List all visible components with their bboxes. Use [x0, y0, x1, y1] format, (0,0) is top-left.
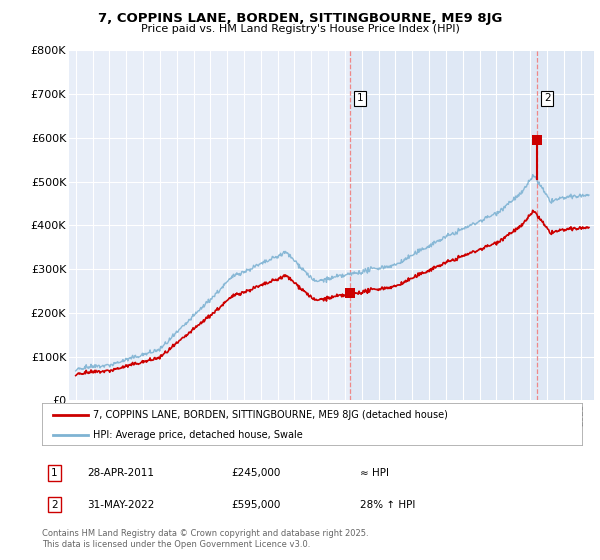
Text: ≈ HPI: ≈ HPI — [360, 468, 389, 478]
Text: 2: 2 — [544, 93, 550, 103]
Text: HPI: Average price, detached house, Swale: HPI: Average price, detached house, Swal… — [94, 430, 303, 440]
Text: £595,000: £595,000 — [231, 500, 280, 510]
Bar — [350, 50, 594, 400]
Text: 28% ↑ HPI: 28% ↑ HPI — [360, 500, 415, 510]
Text: 2: 2 — [51, 500, 58, 510]
Text: £245,000: £245,000 — [231, 468, 280, 478]
Text: Price paid vs. HM Land Registry's House Price Index (HPI): Price paid vs. HM Land Registry's House … — [140, 24, 460, 34]
Text: Contains HM Land Registry data © Crown copyright and database right 2025.
This d: Contains HM Land Registry data © Crown c… — [42, 529, 368, 549]
Text: 1: 1 — [51, 468, 58, 478]
Text: 7, COPPINS LANE, BORDEN, SITTINGBOURNE, ME9 8JG (detached house): 7, COPPINS LANE, BORDEN, SITTINGBOURNE, … — [94, 409, 448, 419]
Text: 28-APR-2011: 28-APR-2011 — [87, 468, 154, 478]
Text: 1: 1 — [357, 93, 364, 103]
Text: 31-MAY-2022: 31-MAY-2022 — [87, 500, 154, 510]
Text: 7, COPPINS LANE, BORDEN, SITTINGBOURNE, ME9 8JG: 7, COPPINS LANE, BORDEN, SITTINGBOURNE, … — [98, 12, 502, 25]
